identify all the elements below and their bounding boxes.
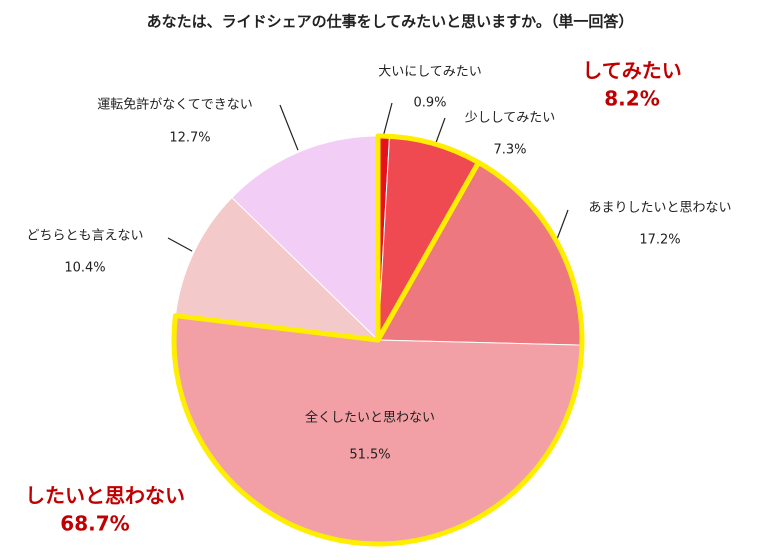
slice-value-label: 0.9% [413, 96, 446, 111]
slice-value-label: 10.4% [64, 261, 105, 276]
slice-label: 少ししてみたい [465, 111, 556, 126]
slice-value-label: 51.5% [349, 448, 390, 463]
group-label: してみたい [582, 59, 681, 83]
leader-line [435, 117, 446, 143]
slice-label: あまりしたいと思わない [588, 201, 731, 216]
pie-slice [174, 196, 380, 341]
slice-value-label: 12.7% [169, 131, 210, 146]
leader-line [556, 209, 569, 239]
group-outline [171, 159, 585, 547]
chart-title: あなたは、ライドシェアの仕事をしてみたいと思いますか。（単一回答） [147, 13, 634, 31]
leader-line [279, 104, 299, 151]
leader-line [167, 237, 193, 252]
group-value-label: 8.2% [604, 87, 659, 111]
group-value-label: 68.7% [60, 512, 129, 536]
slice-label: 全くしたいと思わない [305, 410, 435, 426]
pie-slice [173, 315, 583, 545]
leader-line [383, 102, 393, 135]
slice-value-label: 7.3% [493, 143, 526, 158]
pie-slice [231, 135, 379, 342]
slice-label: 大いにしてみたい [378, 65, 482, 80]
slice-label: どちらとも言えない [26, 229, 143, 244]
slice-value-label: 17.2% [639, 233, 680, 248]
group-label: したいと思わない [25, 484, 185, 508]
slice-label: 運転免許がなくてできない [97, 98, 253, 113]
